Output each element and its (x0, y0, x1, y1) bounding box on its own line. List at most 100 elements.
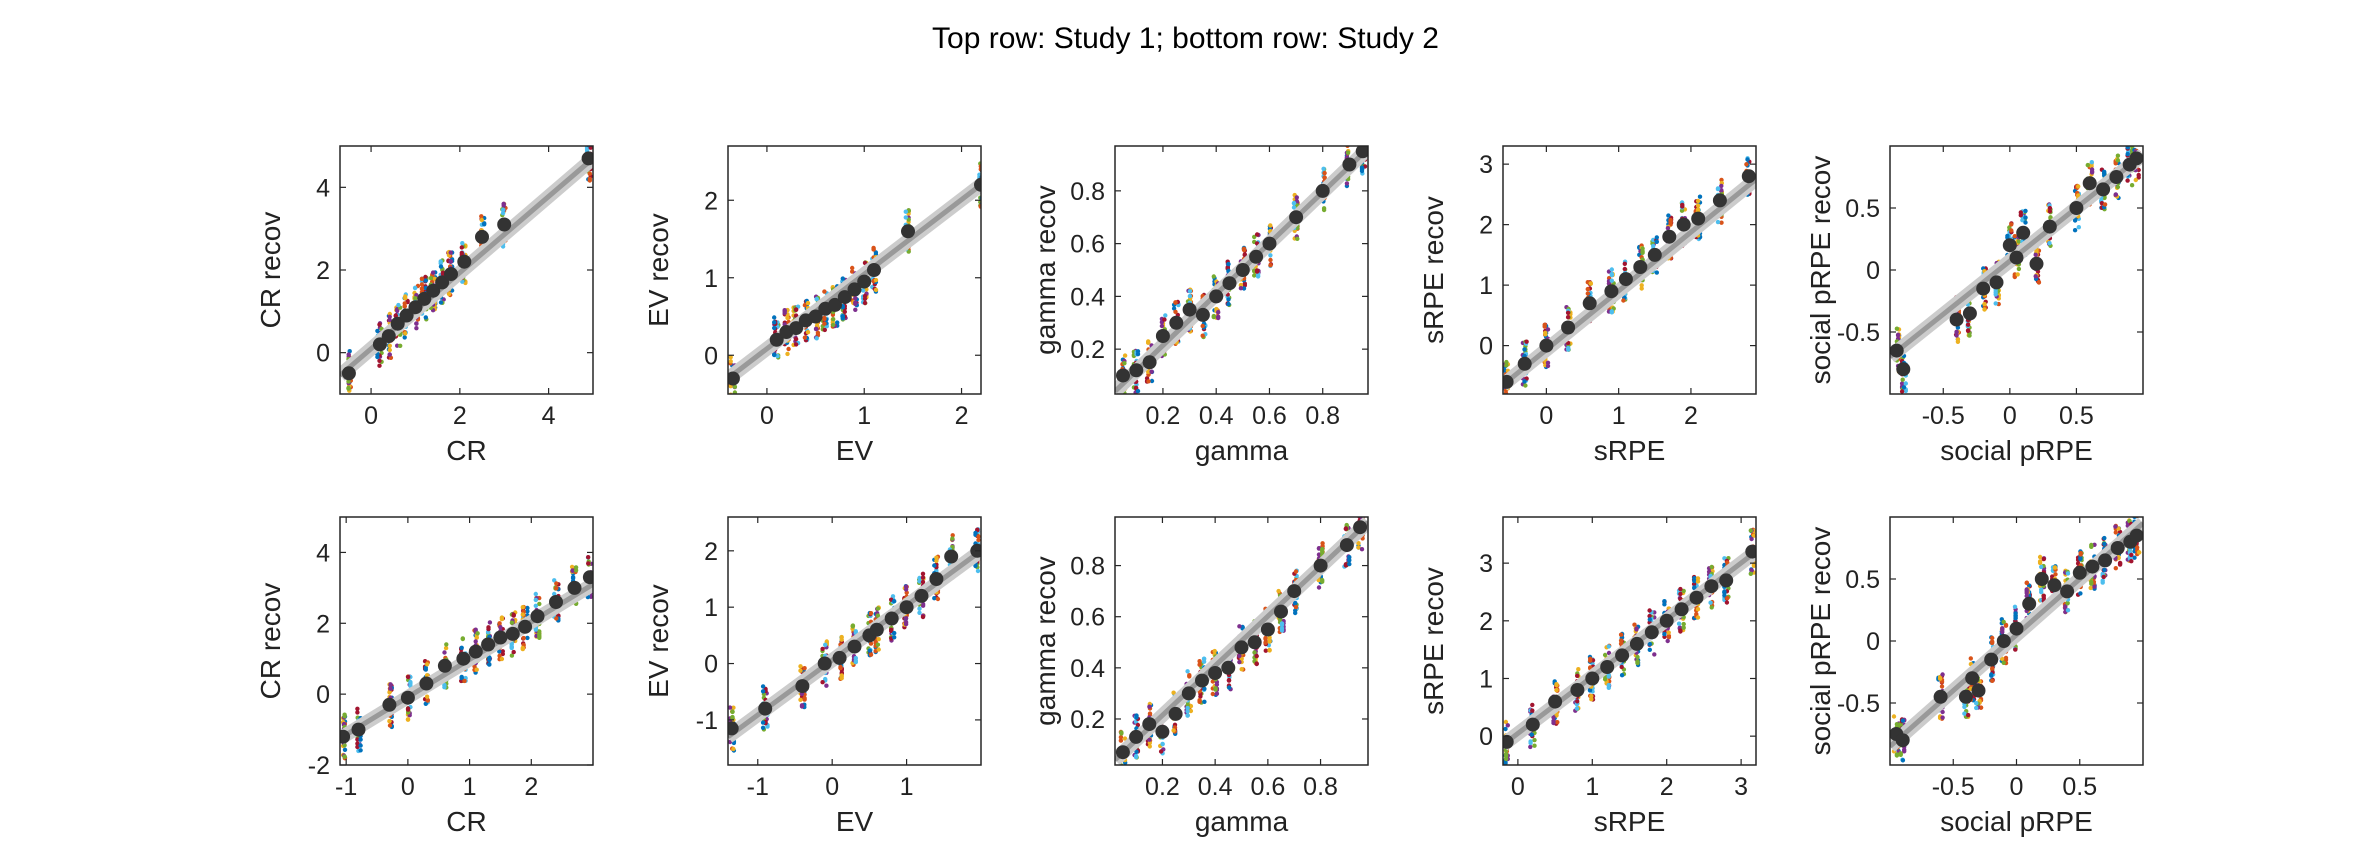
sample-point (1359, 547, 1365, 552)
sample-point (2076, 193, 2081, 198)
sample-point (2125, 141, 2129, 145)
sample-point (1226, 261, 1231, 267)
y-axis-label: sRPE recov (1418, 567, 1449, 715)
sample-point (785, 315, 790, 321)
sample-point (1695, 203, 1701, 208)
sample-point (2134, 139, 2138, 143)
x-axis-label: social pRPE (1940, 435, 2093, 466)
sample-point (920, 571, 926, 576)
y-tick-label: 0.2 (1070, 706, 1105, 734)
sample-point (482, 222, 487, 227)
axes-box (1114, 145, 1369, 395)
y-axis-label: CR recov (255, 212, 286, 329)
sample-point (2024, 587, 2029, 592)
y-tick-label: 3 (1479, 550, 1493, 578)
sample-point (1666, 213, 1671, 218)
sample-point (537, 635, 542, 640)
sample-point (873, 277, 879, 283)
sample-point (842, 309, 847, 314)
sample-point (1554, 687, 1559, 693)
sample-point (1162, 317, 1167, 322)
sample-point (1695, 576, 1701, 581)
sample-point (1666, 633, 1672, 639)
sample-point (2047, 209, 2053, 214)
sample-point (1902, 749, 1907, 754)
sample-point (587, 178, 592, 183)
sample-point (1119, 771, 1123, 775)
mean-point (2109, 170, 2124, 184)
sample-point (1681, 621, 1686, 627)
mean-point (1618, 272, 1633, 287)
sample-point (731, 746, 736, 752)
sample-point (1320, 577, 1325, 583)
sample-point (1894, 752, 1900, 757)
mean-point (2129, 151, 2143, 166)
sample-point (479, 217, 484, 223)
x-tick-label: 2 (524, 773, 538, 801)
sample-point (822, 315, 827, 321)
sample-point (823, 642, 828, 647)
mean-point (1353, 520, 1368, 535)
sample-point (850, 624, 856, 629)
sample-point (2023, 220, 2028, 225)
sample-point (355, 737, 360, 742)
sample-point (1895, 332, 1901, 337)
sample-point (1356, 507, 1360, 511)
sample-point (1965, 328, 1971, 333)
sample-point (1680, 204, 1685, 209)
sample-point (398, 343, 403, 348)
sample-point (1360, 130, 1364, 134)
sample-point (355, 706, 360, 711)
sample-point (1692, 576, 1697, 581)
sample-point (853, 307, 858, 312)
sample-point (1252, 650, 1257, 655)
sample-point (1171, 690, 1176, 695)
sample-point (430, 270, 436, 275)
sample-point (1530, 702, 1535, 708)
sample-point (1322, 175, 1327, 180)
sample-point (839, 674, 844, 679)
sample-point (1635, 654, 1640, 660)
y-tick-label: 0.8 (1070, 178, 1105, 206)
sample-point (793, 307, 799, 312)
sample-point (2000, 626, 2005, 631)
sample-point (1522, 379, 1527, 384)
sample-point (1524, 339, 1529, 344)
mean-point (1741, 169, 1756, 184)
sample-point (423, 315, 428, 320)
mean-point (808, 309, 823, 324)
y-tick-label: 0 (1479, 723, 1493, 751)
sample-point (1695, 607, 1701, 612)
y-tick-label: 0 (316, 340, 330, 368)
sample-point (342, 714, 347, 719)
sample-point (1606, 685, 1612, 690)
y-tick-label: 0.6 (1070, 231, 1105, 259)
sample-point (1749, 568, 1754, 573)
sample-point (760, 684, 766, 689)
sample-point (1504, 396, 1508, 400)
sample-point (772, 315, 777, 320)
sample-point (403, 331, 408, 336)
sample-point (1528, 744, 1533, 750)
sample-point (423, 701, 428, 706)
sample-point (1647, 608, 1652, 613)
sample-point (1900, 718, 1906, 723)
sample-point (377, 363, 382, 368)
sample-point (2018, 213, 2024, 218)
x-tick-label: 1 (1585, 773, 1599, 801)
y-tick-label: 0.6 (1070, 604, 1105, 632)
sample-point (1254, 661, 1259, 667)
mean-point (1155, 724, 1170, 739)
sample-point (840, 316, 845, 321)
x-tick-label: 2 (1660, 773, 1674, 801)
y-tick-label: 4 (316, 539, 330, 567)
sample-point (862, 293, 868, 299)
sample-point (2085, 162, 2090, 168)
mean-point (1195, 673, 1209, 688)
mean-point (867, 263, 881, 277)
mean-point (1712, 193, 1727, 208)
mean-point (481, 637, 496, 652)
sample-point (839, 634, 844, 640)
sample-point (1122, 736, 1128, 741)
